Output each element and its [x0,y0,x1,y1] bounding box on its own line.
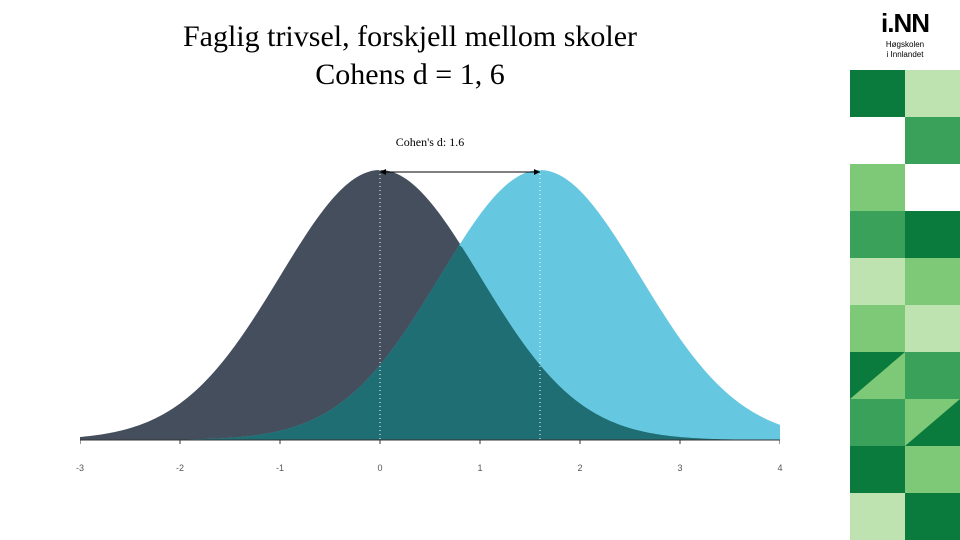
chart-title: Cohen's d: 1.6 [80,135,780,150]
slide: Faglig trivsel, forskjell mellom skoler … [0,0,960,540]
xtick-label: 0 [377,463,382,473]
logo-sub-2: i Innlandet [858,51,952,59]
xtick-label: 3 [677,463,682,473]
logo-main: i.NN [858,8,952,39]
xtick-label: -3 [76,463,84,473]
xtick-label: 2 [577,463,582,473]
xtick-label: 4 [777,463,782,473]
chart-area: Cohen's d: 1.6 -3-2-101234 [80,135,780,485]
density-chart [80,160,780,460]
xtick-label: 1 [477,463,482,473]
title-line-1: Faglig trivsel, forskjell mellom skoler [0,18,820,56]
xtick-label: -2 [176,463,184,473]
title-block: Faglig trivsel, forskjell mellom skoler … [0,18,820,93]
title-line-2: Cohens d = 1, 6 [0,56,820,94]
sidebar-decor: i.NN Høgskolen i Innlandet [850,0,960,540]
xtick-label: -1 [276,463,284,473]
x-axis-labels: -3-2-101234 [80,463,780,483]
logo: i.NN Høgskolen i Innlandet [858,8,952,60]
logo-sub-1: Høgskolen [858,41,952,49]
sidebar-pattern [850,0,960,540]
